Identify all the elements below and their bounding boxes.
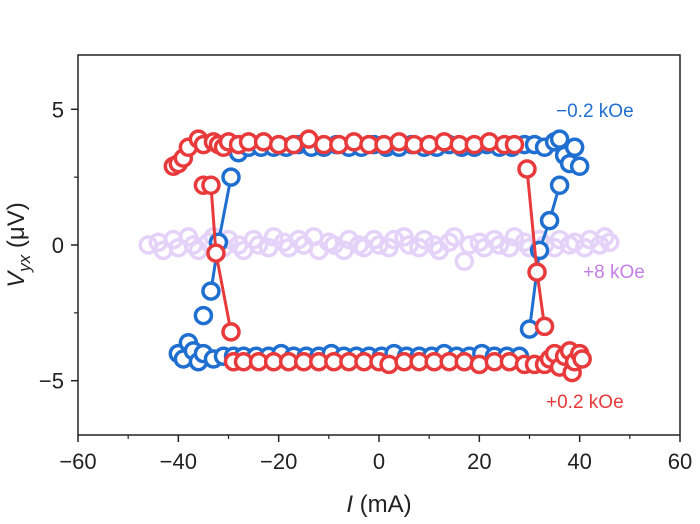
x-tick-label: 40 bbox=[567, 449, 591, 474]
data-point bbox=[389, 132, 409, 152]
data-point bbox=[221, 322, 241, 342]
data-point bbox=[454, 351, 475, 372]
data-point bbox=[600, 232, 620, 253]
data-point bbox=[504, 227, 525, 247]
data-point bbox=[572, 349, 592, 369]
axes: −60 −40 −20 0 20 40 60 −5 0 5 bbox=[39, 97, 692, 474]
data-point bbox=[248, 235, 269, 255]
data-point bbox=[527, 262, 547, 282]
data-point bbox=[564, 137, 585, 158]
x-tick-label: 20 bbox=[467, 449, 491, 474]
data-point bbox=[374, 134, 394, 155]
data-point bbox=[193, 305, 214, 326]
data-point bbox=[339, 229, 359, 250]
data-point bbox=[549, 175, 570, 196]
data-point bbox=[379, 354, 399, 375]
data-point bbox=[253, 132, 274, 152]
series-line bbox=[528, 184, 562, 330]
data-point bbox=[519, 319, 540, 339]
x-tick-label: 0 bbox=[373, 449, 385, 474]
data-point bbox=[364, 229, 384, 250]
y-tick-label: 0 bbox=[52, 233, 64, 258]
data-point bbox=[454, 251, 475, 272]
legend-label-plus-0.2koe: +0.2 kOe bbox=[546, 392, 624, 413]
data-point bbox=[539, 210, 560, 231]
y-axis-label: Vyx (μV) bbox=[3, 202, 34, 288]
data-point bbox=[489, 235, 510, 255]
data-point bbox=[263, 227, 284, 247]
data-point bbox=[499, 351, 520, 372]
y-tick-label: 5 bbox=[52, 97, 64, 122]
data-point bbox=[444, 227, 464, 247]
data-point bbox=[434, 132, 454, 152]
plot-marks bbox=[138, 129, 620, 383]
data-point bbox=[479, 132, 500, 152]
data-point bbox=[419, 134, 439, 155]
x-tick-label: −40 bbox=[160, 449, 197, 474]
data-point bbox=[484, 229, 505, 250]
data-point bbox=[221, 167, 241, 187]
data-point bbox=[517, 159, 537, 179]
data-point bbox=[504, 134, 525, 155]
x-tick-label: −60 bbox=[59, 449, 96, 474]
data-point bbox=[569, 156, 590, 177]
data-point bbox=[464, 134, 485, 155]
data-point bbox=[534, 316, 555, 337]
data-point bbox=[206, 243, 226, 263]
x-axis-label: I (mA) bbox=[346, 491, 411, 518]
data-point bbox=[201, 175, 221, 196]
data-point bbox=[201, 281, 221, 301]
x-tick-label: 60 bbox=[668, 449, 692, 474]
data-point bbox=[243, 229, 264, 250]
x-tick-label: −20 bbox=[260, 449, 297, 474]
data-point bbox=[469, 354, 490, 375]
data-point bbox=[344, 132, 364, 152]
legend-label-plus-8koe: +8 kOe bbox=[583, 262, 645, 283]
data-point bbox=[439, 232, 459, 253]
data-point bbox=[329, 134, 349, 155]
series-+0.2 kOe bbox=[163, 129, 592, 383]
data-point bbox=[595, 227, 615, 247]
y-tick-label: −5 bbox=[39, 369, 64, 394]
data-point bbox=[549, 129, 570, 149]
legend-label-minus-0.2koe: −0.2 kOe bbox=[556, 101, 634, 122]
data-point bbox=[414, 229, 434, 250]
